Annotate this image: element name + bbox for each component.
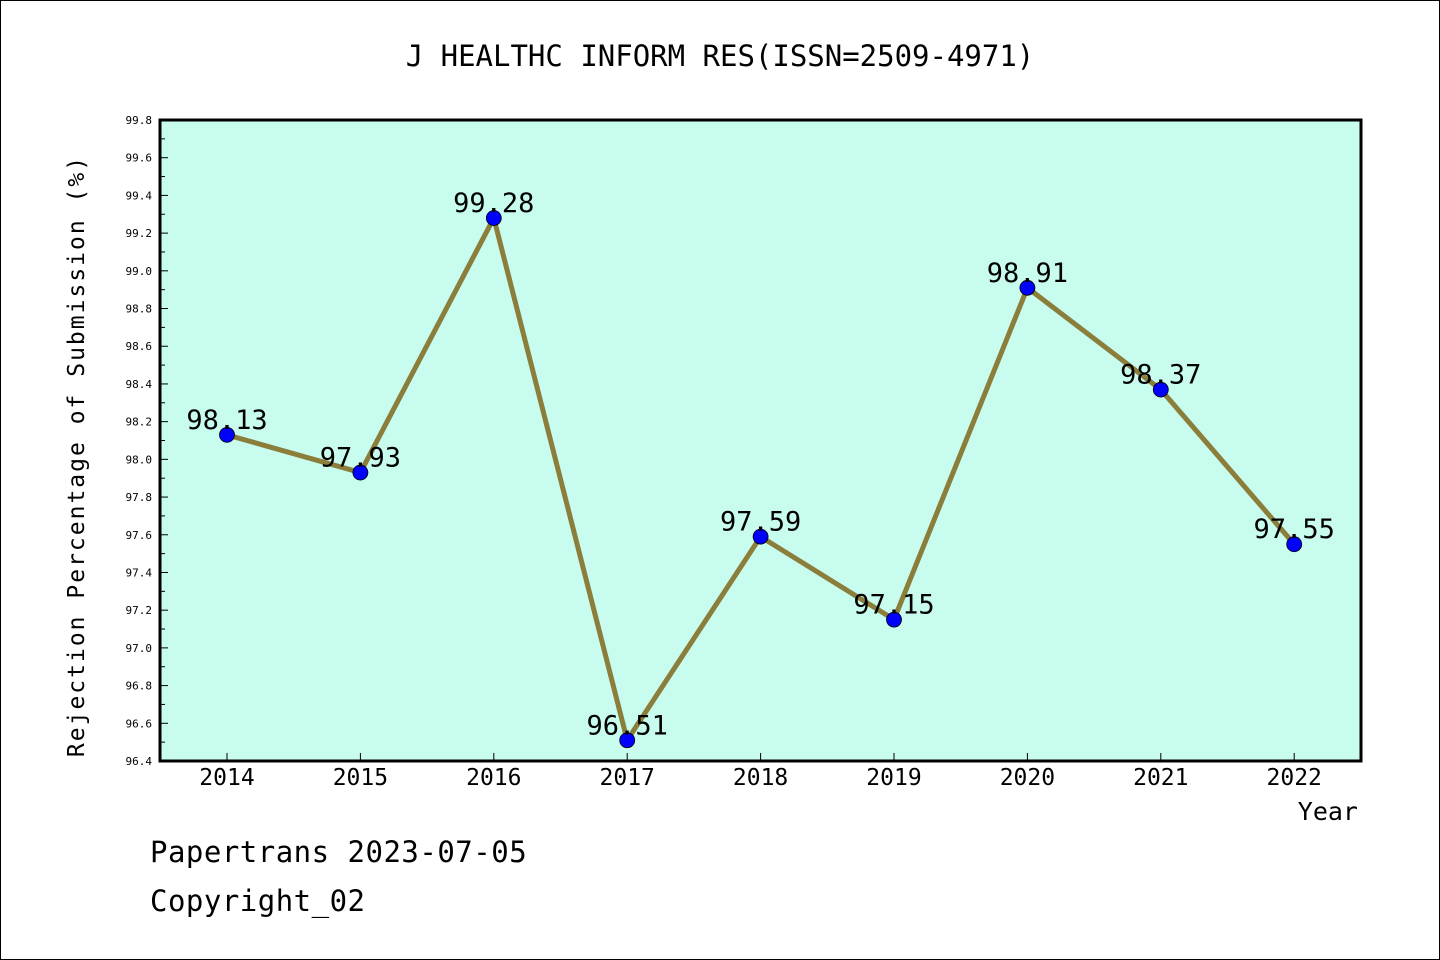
- x-tick-label: 2020: [1000, 765, 1055, 791]
- y-tick-label: 99.2: [126, 227, 153, 240]
- data-label: 97.59: [720, 507, 801, 538]
- y-axis-label: Rejection Percentage of Submission (%): [64, 155, 90, 757]
- data-point-marker: [752, 528, 769, 545]
- y-tick-label: 97.2: [126, 604, 153, 617]
- y-tick-label: 98.2: [126, 416, 153, 429]
- x-tick-label: 2015: [333, 765, 388, 791]
- data-point-marker: [219, 426, 235, 443]
- y-tick-label: 99.0: [126, 265, 153, 278]
- x-tick-label: 2017: [600, 765, 655, 791]
- x-axis-tick-labels: 2014 2015 2016 2017 2018 2019 2020 2021 2022: [199, 765, 1322, 791]
- y-tick-label: 99.6: [126, 152, 153, 165]
- y-tick-label: 98.4: [126, 378, 153, 391]
- y-tick-label: 98.0: [126, 453, 153, 466]
- y-tick-label: 97.0: [126, 642, 153, 655]
- data-point-marker: [352, 464, 369, 481]
- data-label: 99.28: [453, 188, 534, 219]
- y-tick-label: 96.6: [126, 717, 153, 730]
- footer-copyright-line: Copyright_02: [150, 884, 366, 918]
- data-point-marker: [886, 611, 902, 628]
- data-label: 97.15: [853, 590, 934, 621]
- data-point-marker: [1152, 381, 1169, 398]
- y-tick-label: 97.4: [126, 566, 153, 579]
- y-tick-label: 98.6: [126, 340, 153, 353]
- plot-area: [158, 118, 1363, 763]
- y-axis-ticks: [160, 119, 168, 762]
- y-tick-label: 98.8: [126, 303, 153, 316]
- x-tick-label: 2019: [866, 765, 921, 791]
- data-label: 97.55: [1254, 514, 1335, 545]
- data-point-marker: [1286, 536, 1303, 553]
- data-label: 98.91: [987, 258, 1068, 289]
- y-tick-label: 99.8: [126, 114, 153, 127]
- y-tick-label: 97.6: [126, 529, 153, 542]
- data-point-marker: [619, 732, 636, 749]
- x-tick-label: 2014: [199, 765, 254, 791]
- y-tick-label: 97.8: [126, 491, 153, 504]
- x-tick-label: 2016: [466, 765, 521, 791]
- data-labels: 98.13 97.93 99.28 96.51 97.59 97.15 98.91 98.37…: [186, 188, 1334, 741]
- chart-title: J HEALTHC INFORM RES(ISSN=2509-4971): [406, 39, 1035, 73]
- data-label: 98.37: [1120, 360, 1201, 391]
- x-axis-ticks: [226, 753, 1295, 761]
- x-tick-label: 2018: [733, 765, 788, 791]
- data-markers: [219, 210, 1303, 749]
- footer-date-line: Papertrans 2023-07-05: [150, 835, 528, 869]
- y-tick-label: 96.4: [126, 755, 153, 768]
- data-point-marker: [485, 210, 502, 226]
- data-label: 97.93: [320, 443, 401, 474]
- data-label: 98.13: [186, 405, 267, 436]
- data-point-marker: [1019, 279, 1036, 296]
- data-label: 96.51: [587, 710, 668, 741]
- x-axis-label: Year: [1298, 797, 1358, 826]
- y-tick-label: 96.8: [126, 680, 153, 693]
- y-tick-label: 99.4: [126, 189, 153, 202]
- x-tick-label: 2021: [1133, 765, 1188, 791]
- y-axis-tick-labels: 96.4 96.6 96.8 97.0 97.2 97.4 97.6 97.8 98.0 98.2…: [126, 114, 153, 768]
- x-tick-label: 2022: [1267, 765, 1322, 791]
